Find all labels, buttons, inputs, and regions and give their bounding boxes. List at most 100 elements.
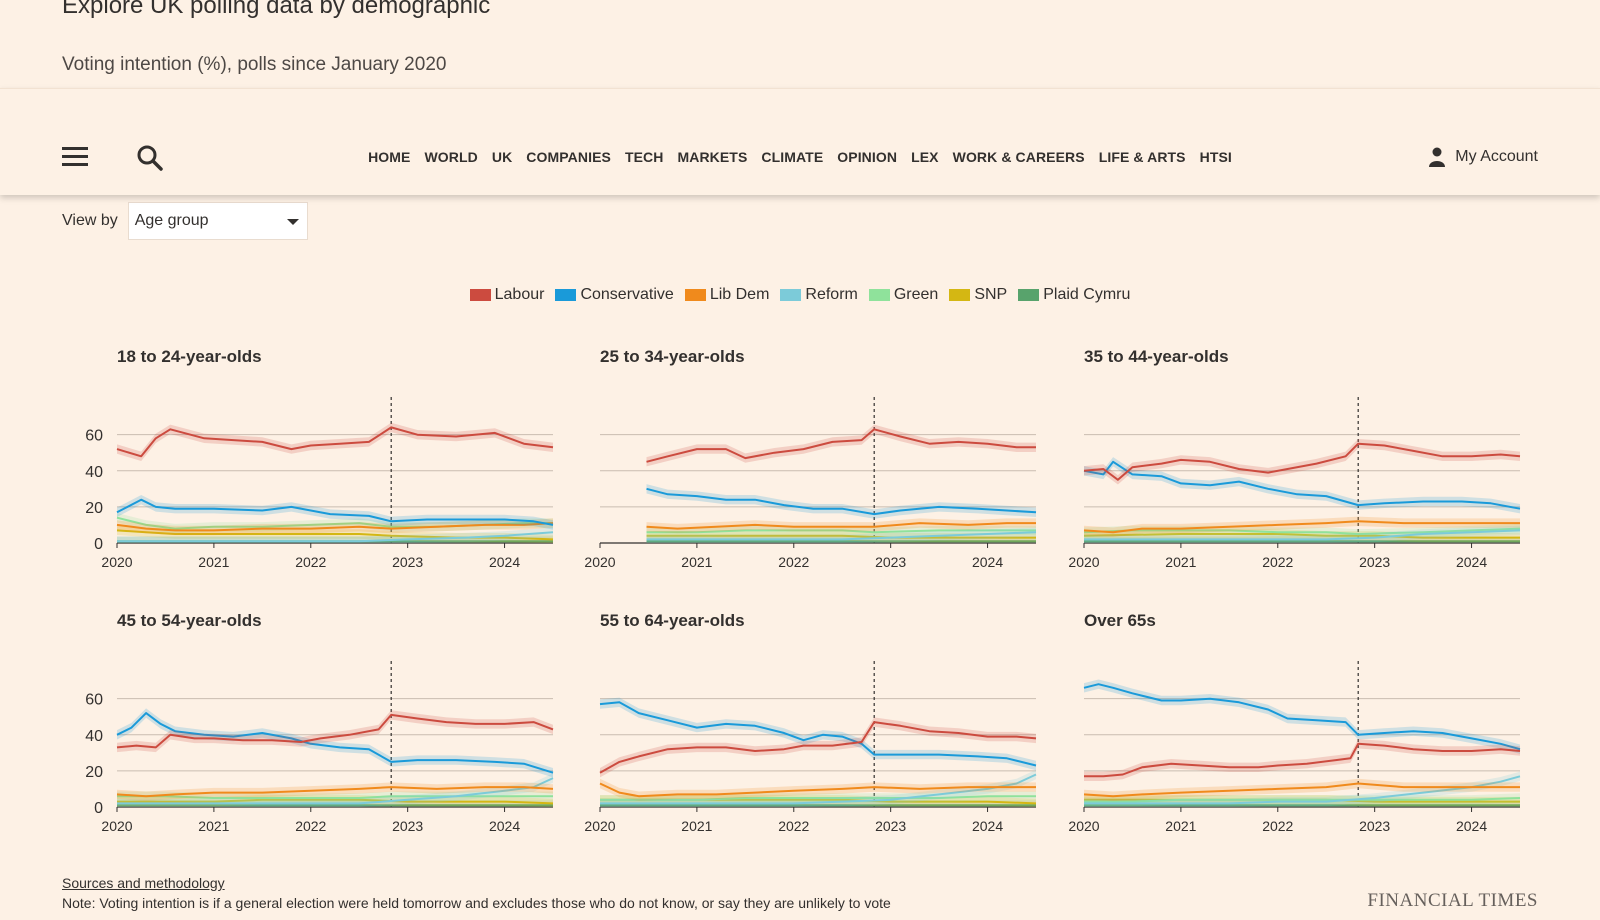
series-line-reform <box>1084 529 1521 541</box>
x-tick-label: 2021 <box>1165 554 1196 570</box>
series-line-lib-dem <box>1083 782 1520 798</box>
nav-link-world[interactable]: WORLD <box>424 149 478 165</box>
series-line-snp <box>117 798 554 805</box>
x-tick-label: 2023 <box>392 554 423 570</box>
panel-title: 45 to 54-year-olds <box>117 611 262 630</box>
chart-panel-2: 2020 2021 2022 2023 2024 <box>584 397 1037 570</box>
nav-link-uk[interactable]: UK <box>491 149 513 165</box>
y-tick-label: 20 <box>85 764 103 781</box>
x-tick-label: 2023 <box>875 554 906 570</box>
view-by-control: View by Age group <box>62 202 308 240</box>
x-tick-label: 2022 <box>778 818 809 834</box>
series-line-snp <box>646 534 1036 539</box>
series-line-conservative <box>1083 683 1521 751</box>
search-icon[interactable] <box>136 144 164 172</box>
nav-link-htsi[interactable]: HTSI <box>1199 149 1232 165</box>
series-line-green <box>1083 527 1521 535</box>
x-tick-label: 2022 <box>1262 554 1293 570</box>
y-tick-label: 60 <box>85 692 103 709</box>
legend-item-reform: Reform <box>780 286 858 304</box>
chart-panel-6: 2020 2021 2022 2023 2024 <box>1068 661 1521 834</box>
series-line-lib-dem <box>646 522 1036 530</box>
nav-link-tech[interactable]: TECH <box>624 149 664 165</box>
series-line-conservative <box>1083 460 1521 510</box>
x-tick-label: 2023 <box>875 818 906 834</box>
y-tick-label: 40 <box>85 464 103 481</box>
x-tick-label: 2020 <box>584 554 615 570</box>
legend-swatch <box>780 289 802 301</box>
nav-link-home[interactable]: HOME <box>368 149 411 165</box>
series-line-conservative <box>599 701 1037 767</box>
series-band-labour <box>646 424 1036 467</box>
legend-swatch <box>1018 289 1040 301</box>
legend-swatch <box>868 289 890 301</box>
series-line-labour <box>599 721 1037 774</box>
legend-label: Labour <box>494 286 545 303</box>
panel-title: Over 65s <box>1084 611 1156 630</box>
x-tick-label: 2024 <box>489 818 520 834</box>
nav-links: HOME WORLD UK COMPANIES TECH MARKETS CLIMATE OP… <box>0 149 1600 165</box>
series-line-reform <box>1084 775 1521 805</box>
series-line-lib-dem <box>116 786 554 798</box>
my-account-button[interactable]: My Account <box>1429 147 1538 167</box>
view-by-selected-value: Age group <box>134 212 209 229</box>
series-band-reform <box>117 773 553 807</box>
series-line-conservative <box>646 487 1037 516</box>
legend-swatch <box>684 289 706 301</box>
nav-link-life-arts[interactable]: LIFE & ARTS <box>1098 149 1186 165</box>
series-line-green <box>646 529 1036 534</box>
series-line-labour <box>116 713 554 749</box>
nav-link-climate[interactable]: CLIMATE <box>761 149 824 165</box>
x-tick-label: 2024 <box>1456 818 1487 834</box>
series-line-green <box>600 795 1036 801</box>
panel-title: 55 to 64-year-olds <box>600 611 745 630</box>
series-band-reform <box>1084 771 1520 807</box>
series-band-labour <box>117 422 553 461</box>
x-tick-label: 2024 <box>489 554 520 570</box>
legend-label: Reform <box>805 286 858 303</box>
chart-legend: Labour Conservative Lib Dem Reform Green SNP P… <box>0 286 1600 304</box>
nav-link-work-careers[interactable]: WORK & CAREERS <box>952 149 1085 165</box>
nav-link-markets[interactable]: MARKETS <box>677 149 748 165</box>
series-band-reform <box>600 769 1036 807</box>
series-line-conservative <box>116 498 554 526</box>
chart-panel-5: 2020 2021 2022 2023 2024 <box>584 661 1037 834</box>
series-band-lib-dem <box>1084 516 1520 537</box>
series-band-lib-dem <box>117 782 553 801</box>
nav-link-opinion[interactable]: OPINION <box>837 149 898 165</box>
top-navigation: HOME WORLD UK COMPANIES TECH MARKETS CLIMATE OP… <box>0 88 1600 195</box>
x-tick-label: 2020 <box>101 554 132 570</box>
series-band-labour <box>600 717 1036 778</box>
hamburger-menu-icon[interactable] <box>62 147 88 167</box>
series-band-conservative <box>117 708 553 778</box>
panel-title: 25 to 34-year-olds <box>600 347 745 366</box>
x-tick-label: 2021 <box>1165 818 1196 834</box>
legend-swatch <box>949 289 971 301</box>
series-line-snp <box>1083 533 1520 539</box>
legend-item-plaid-cymru: Plaid Cymru <box>1018 286 1130 304</box>
sources-methodology-link[interactable]: Sources and methodology <box>62 875 225 891</box>
series-line-labour <box>116 426 554 458</box>
view-by-select[interactable]: Age group <box>127 202 308 240</box>
series-band-conservative <box>646 484 1036 519</box>
series-line-green <box>117 795 553 799</box>
nav-link-lex[interactable]: LEX <box>911 149 939 165</box>
series-line-labour <box>1084 742 1521 778</box>
panel-title: 18 to 24-year-olds <box>117 347 262 366</box>
legend-item-conservative: Conservative <box>555 286 674 304</box>
x-tick-label: 2020 <box>101 818 132 834</box>
series-band-labour <box>117 710 553 753</box>
user-icon <box>1429 147 1446 167</box>
nav-link-companies[interactable]: COMPANIES <box>526 149 611 165</box>
x-tick-label: 2020 <box>1068 818 1099 834</box>
legend-label: SNP <box>974 286 1008 303</box>
series-line-reform <box>117 777 554 805</box>
series-band-conservative <box>1084 457 1520 514</box>
footnote: Note: Voting intention is if a general e… <box>62 895 891 911</box>
y-tick-label: 0 <box>94 800 103 817</box>
x-tick-label: 2023 <box>392 818 423 834</box>
my-account-label: My Account <box>1455 148 1538 165</box>
series-line-labour <box>646 428 1036 463</box>
series-line-labour <box>1083 442 1521 481</box>
